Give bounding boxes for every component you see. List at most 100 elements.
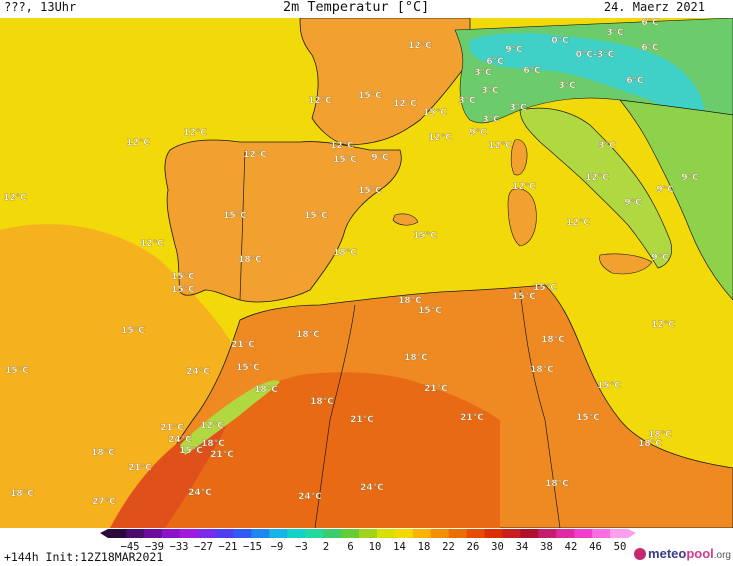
- scale-swatch: [430, 529, 450, 538]
- scale-swatch: [448, 529, 468, 538]
- scale-tick-label: 26: [466, 541, 480, 553]
- scale-swatch: [502, 529, 521, 538]
- temperature-label: 3°C: [481, 86, 499, 96]
- map-header: ???, 13Uhr 2m Temperatur [°C] 24. Maerz …: [0, 0, 733, 18]
- temperature-label: 18°C: [404, 353, 428, 363]
- temperature-label: 15°C: [171, 272, 195, 282]
- scale-swatch: [610, 529, 629, 538]
- scale-swatch: [305, 529, 324, 538]
- temperature-label: 6°C: [486, 57, 504, 67]
- temperature-label: 18°C: [201, 439, 225, 449]
- scale-swatch: [179, 529, 199, 538]
- temperature-label: 12°C: [428, 133, 452, 143]
- temperature-label: 9°C: [624, 198, 642, 208]
- scale-tick-label: 18: [417, 541, 431, 553]
- temperature-label: 18°C: [254, 385, 278, 395]
- scale-tick-label: 10: [368, 541, 382, 553]
- scale-tick-label: −21: [218, 541, 238, 553]
- temperature-label: 15°C: [423, 108, 447, 118]
- temperature-map: 12°C 12°C 15°C 12°C 15°C 12°C 12°C 12°C 12°C 15°C…: [0, 18, 733, 528]
- temperature-label: 9°C: [656, 185, 674, 195]
- temperature-label: 21°C: [128, 463, 152, 473]
- temperature-label: 24°C: [360, 483, 384, 493]
- temperature-label: 6°C: [626, 76, 644, 86]
- temperature-label: 18°C: [648, 430, 672, 440]
- scale-tick-label: −33: [169, 541, 189, 553]
- temperature-label: 12°C: [651, 320, 675, 330]
- brand-meteo: meteo: [648, 546, 687, 561]
- land-balkans: [619, 99, 733, 301]
- temperature-label: 15°C: [333, 155, 357, 165]
- temperature-label: 15°C: [413, 231, 437, 241]
- scale-swatch: [592, 529, 611, 538]
- temperature-label: 12°C: [183, 128, 207, 138]
- scale-swatch: [376, 529, 396, 538]
- temperature-label: 15°C: [533, 283, 557, 293]
- temperature-label: 12°C: [308, 96, 332, 106]
- scale-swatch: [323, 529, 342, 538]
- temperature-label: 9°C: [681, 173, 699, 183]
- scale-swatch: [412, 529, 432, 538]
- scale-tick-label: 34: [515, 541, 529, 553]
- scale-tick-label: 42: [564, 541, 578, 553]
- scale-tick-label: 22: [442, 541, 455, 553]
- temperature-label: 0°C-3°C: [576, 50, 615, 60]
- temperature-label: 18°C: [310, 397, 334, 407]
- temperature-label: 12°C: [3, 193, 27, 203]
- temperature-label: 12°C: [140, 239, 164, 249]
- forecast-date: 24. Maerz 2021: [603, 0, 705, 14]
- init-time: +144h Init:12Z18MAR2021: [4, 550, 164, 564]
- temperature-label: 12°C: [200, 421, 224, 431]
- temperature-label: 18°C: [541, 335, 565, 345]
- scale-swatch: [359, 529, 378, 538]
- temperature-label: 3°C: [458, 96, 476, 106]
- temperature-label: 12°C: [512, 182, 536, 192]
- temperature-label: 24°C: [298, 492, 322, 502]
- temperature-label: 6°C: [523, 66, 541, 76]
- meteopool-logo[interactable]: meteopool.org: [634, 546, 731, 561]
- scale-swatch: [125, 529, 145, 538]
- temperature-label: 3°C: [598, 141, 616, 151]
- map-title: 2m Temperatur [°C]: [283, 0, 430, 15]
- scale-tick-label: 50: [613, 541, 627, 553]
- temperature-label: 21°C: [350, 415, 374, 425]
- temperature-label: 6°C: [641, 18, 659, 28]
- temperature-label: 24°C: [188, 488, 212, 498]
- scale-tick-label: −3: [295, 541, 308, 553]
- temperature-label: 18°C: [296, 330, 320, 340]
- temperature-label: 12°C: [393, 99, 417, 109]
- temperature-label: 21°C: [210, 450, 234, 460]
- land-sahara-hot: [110, 418, 230, 528]
- temperature-label: 15°C: [418, 306, 442, 316]
- temperature-label: 9°C: [469, 128, 487, 138]
- scale-swatch: [484, 529, 503, 538]
- scale-tick-label: 14: [393, 541, 406, 553]
- scale-swatch: [394, 529, 414, 538]
- land-corsica: [510, 139, 528, 176]
- temperature-labels: 12°C 12°C 15°C 12°C 15°C 12°C 12°C 12°C 12°C 15°C…: [3, 18, 699, 507]
- scale-min-arrow: [100, 529, 108, 538]
- temperature-label: 15°C: [171, 285, 195, 295]
- land-alps-cold: [469, 33, 705, 114]
- temperature-label: 18°C: [398, 296, 422, 306]
- temperature-label: 12°C: [566, 218, 590, 228]
- temperature-label: 21°C: [424, 384, 448, 394]
- scale-tick-label: −15: [243, 541, 262, 553]
- temperature-label: 3°C: [474, 68, 492, 78]
- atlas-ridge: [180, 380, 280, 455]
- temperature-label: 12°C: [126, 138, 150, 148]
- land-balearic: [392, 213, 419, 226]
- location-time: ???, 13Uhr: [4, 0, 77, 14]
- temperature-label: 15°C: [5, 366, 29, 376]
- temperature-label: 0°C: [551, 36, 569, 46]
- temperature-label: 15°C: [121, 326, 145, 336]
- temperature-label: 15°C: [179, 446, 203, 456]
- scale-swatch: [574, 529, 593, 538]
- temperature-label: 15°C: [304, 211, 328, 221]
- temperature-label: 15°C: [236, 363, 260, 373]
- color-scale-bar: [100, 529, 636, 538]
- temperature-label: 3°C: [606, 28, 624, 38]
- temperature-label: 6°C: [641, 43, 659, 53]
- scale-swatch: [556, 529, 575, 538]
